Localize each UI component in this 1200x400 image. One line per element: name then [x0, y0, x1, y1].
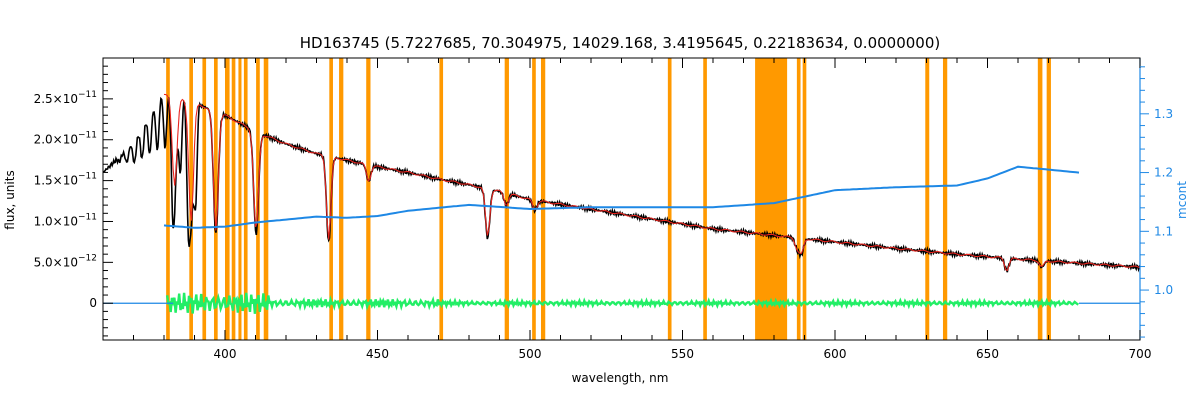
masked-band-12: [366, 58, 371, 340]
masked-band-11: [339, 58, 344, 340]
masked-band-9: [263, 58, 269, 340]
masked-band-20: [796, 58, 801, 340]
masked-band-25: [1046, 58, 1051, 340]
masked-band-16: [540, 58, 546, 340]
masked-band-0: [166, 58, 170, 340]
spectrum-lines: [102, 93, 1141, 314]
masked-band-1: [189, 58, 193, 340]
masked-band-19: [755, 58, 788, 340]
masked-band-24: [1037, 58, 1043, 340]
x-tick-label: 450: [366, 347, 389, 361]
masked-band-15: [532, 58, 536, 340]
masked-band-22: [925, 58, 930, 340]
y-tick-label: 5.0×10−12: [34, 253, 97, 269]
y2-tick-label: 1.0: [1154, 283, 1173, 297]
residual-line: [165, 292, 1079, 314]
chart-title: HD163745 (5.7227685, 70.304975, 14029.16…: [300, 34, 940, 52]
y-tick-label: 2.0×10−11: [34, 131, 97, 147]
x-axis-title: wavelength, nm: [572, 371, 669, 385]
masked-band-3: [214, 58, 218, 340]
x-tick-label: 400: [214, 347, 237, 361]
axes: 400 450 500 550 600 650 700 0 5.0×10−12 1.0×10−11…: [34, 57, 1173, 361]
masked-band-5: [231, 58, 236, 340]
masked-band-13: [439, 58, 444, 340]
mcont-line: [163, 165, 1080, 229]
masked-bands: [166, 58, 1051, 340]
y-tick-label: 1.0×10−11: [34, 212, 97, 228]
masked-band-14: [504, 58, 509, 340]
y2-tick-label: 1.3: [1154, 107, 1173, 121]
masked-band-6: [238, 58, 242, 340]
x-tick-label: 650: [976, 347, 999, 361]
x-tick-label: 550: [671, 347, 694, 361]
y2-tick-label: 1.1: [1154, 224, 1173, 238]
masked-band-4: [225, 58, 230, 340]
y2-axis-title: mcont: [1175, 181, 1189, 219]
y-tick-label: 0: [89, 296, 97, 310]
masked-band-21: [802, 58, 807, 340]
x-tick-label: 500: [519, 347, 542, 361]
masked-band-17: [667, 58, 672, 340]
y-axis-title: flux, units: [3, 170, 17, 229]
masked-band-7: [243, 58, 248, 340]
masked-band-2: [202, 58, 207, 340]
masked-band-18: [703, 58, 707, 340]
model-spectrum-line: [163, 93, 1141, 272]
y2-tick-label: 1.2: [1154, 166, 1173, 180]
masked-band-23: [942, 58, 948, 340]
y-tick-label: 2.5×10−11: [34, 90, 97, 106]
y-tick-label: 1.5×10−11: [34, 172, 97, 188]
x-tick-label: 700: [1129, 347, 1152, 361]
x-tick-label: 600: [824, 347, 847, 361]
